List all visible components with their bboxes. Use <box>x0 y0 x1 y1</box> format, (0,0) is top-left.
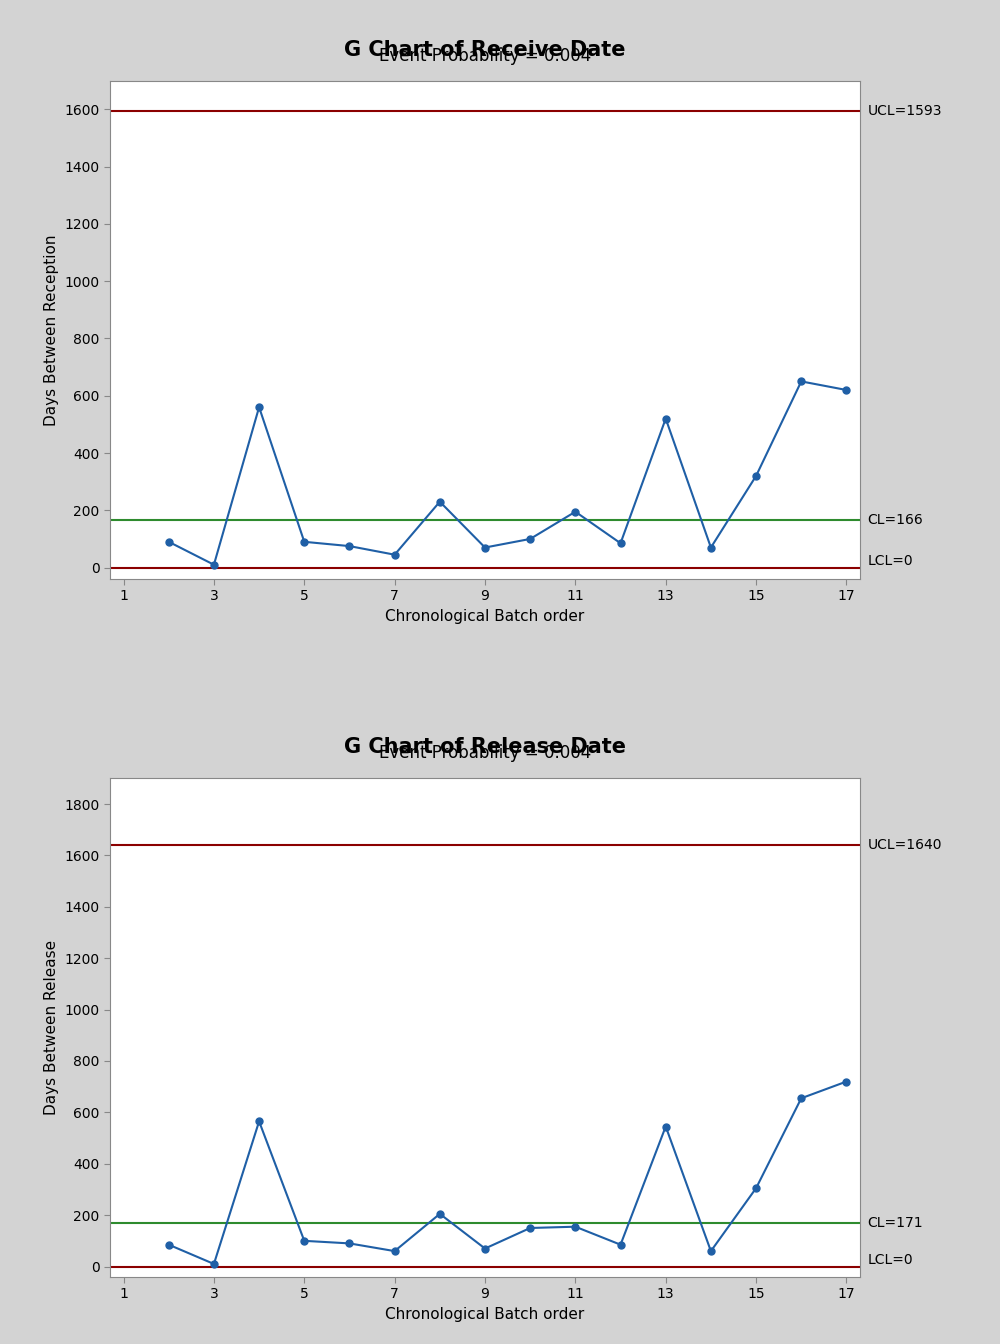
Y-axis label: Days Between Release: Days Between Release <box>44 939 59 1116</box>
X-axis label: Chronological Batch order: Chronological Batch order <box>385 1306 585 1321</box>
Text: Event Probability = 0.004: Event Probability = 0.004 <box>379 47 591 65</box>
Text: Event Probability = 0.004: Event Probability = 0.004 <box>379 745 591 762</box>
Title: G Chart of Receive Date: G Chart of Receive Date <box>344 39 626 59</box>
Text: UCL=1640: UCL=1640 <box>868 839 942 852</box>
X-axis label: Chronological Batch order: Chronological Batch order <box>385 609 585 624</box>
Y-axis label: Days Between Reception: Days Between Reception <box>44 234 59 426</box>
Title: G Chart of Release Date: G Chart of Release Date <box>344 738 626 758</box>
Text: CL=166: CL=166 <box>868 513 923 527</box>
Text: UCL=1593: UCL=1593 <box>868 105 942 118</box>
Text: LCL=0: LCL=0 <box>868 1253 913 1266</box>
Text: CL=171: CL=171 <box>868 1215 923 1230</box>
Text: LCL=0: LCL=0 <box>868 554 913 567</box>
